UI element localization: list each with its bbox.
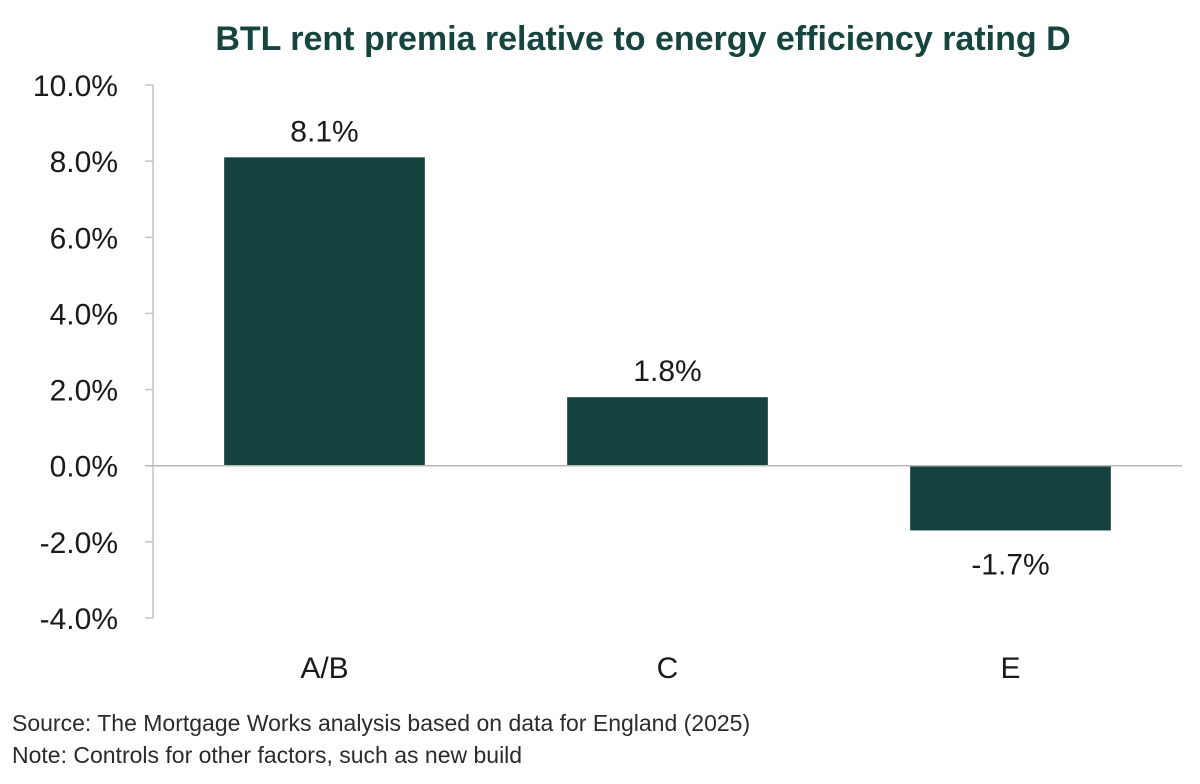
controls-note: Note: Controls for other factors, such a… <box>12 742 523 768</box>
chart-title: BTL rent premia relative to energy effic… <box>215 20 1070 58</box>
bars <box>224 157 1111 531</box>
bar <box>910 465 1111 531</box>
y-tick-label: 4.0% <box>50 298 118 331</box>
bar <box>567 397 768 466</box>
y-tick-label: -2.0% <box>40 527 118 560</box>
data-label: 1.8% <box>633 355 701 388</box>
x-category-label: E <box>1000 652 1020 685</box>
y-tick-label: 0.0% <box>50 451 118 484</box>
y-tick-label: -4.0% <box>40 603 118 636</box>
data-labels: 8.1% 1.8% -1.7% <box>290 115 1049 581</box>
x-category-label: C <box>657 652 679 685</box>
data-label: 8.1% <box>290 115 358 148</box>
source-note: Source: The Mortgage Works analysis base… <box>12 710 751 736</box>
y-tick-label: 2.0% <box>50 375 118 408</box>
y-axis: 10.0% 8.0% 6.0% 4.0% 2.0% 0.0% -2.0% -4.0% <box>33 70 154 636</box>
x-axis: A/B C E <box>145 464 1182 685</box>
data-label: -1.7% <box>971 548 1049 581</box>
y-tick-label: 8.0% <box>50 146 118 179</box>
bar <box>224 157 425 466</box>
y-tick-label: 6.0% <box>50 222 118 255</box>
x-category-label: A/B <box>300 652 348 685</box>
y-tick-label: 10.0% <box>33 70 118 103</box>
